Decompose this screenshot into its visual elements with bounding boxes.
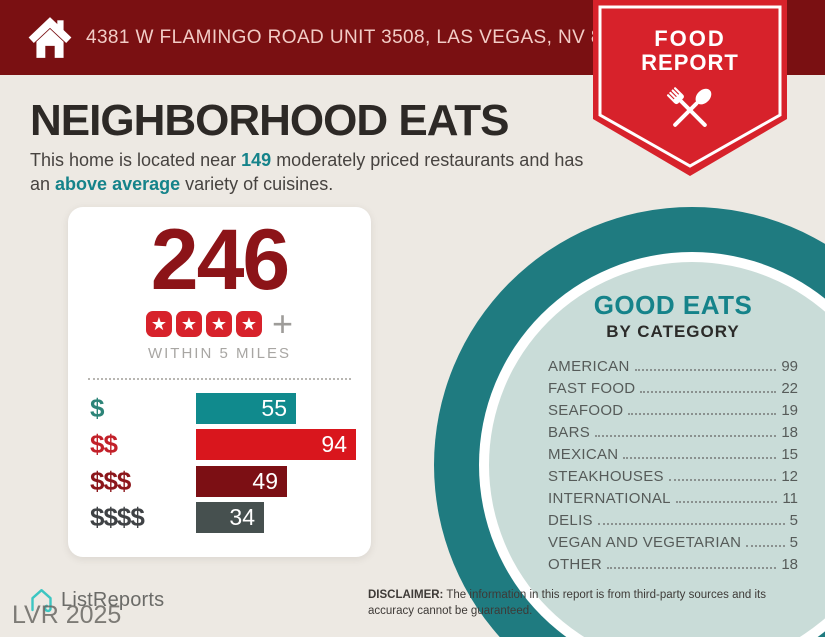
category-value: 11 <box>782 490 798 507</box>
listreports-logo: ListReports <box>28 587 164 614</box>
star-icon: ★ <box>175 311 202 337</box>
list-item: STEAKHOUSES 12 <box>548 468 798 490</box>
list-item: INTERNATIONAL 11 <box>548 490 798 512</box>
category-value: 99 <box>781 358 798 375</box>
total-restaurant-count: 246 <box>150 212 291 308</box>
category-label: DELIS <box>548 512 593 529</box>
category-value: 15 <box>781 446 798 463</box>
price-bar-row: $$$$ 34 <box>68 502 371 533</box>
crossed-spoon-fork-icon <box>666 87 712 127</box>
badge-title-line2: REPORT <box>641 50 739 75</box>
restaurant-count-highlight: 149 <box>241 150 272 170</box>
list-item: OTHER 18 <box>548 556 798 578</box>
intro-text: This home is located near 149 moderately… <box>30 149 590 197</box>
category-value: 5 <box>789 534 798 551</box>
food-report-badge: FOOD REPORT <box>593 0 787 180</box>
category-label: SEAFOOD <box>548 402 624 419</box>
brand-name: ListReports <box>61 589 165 611</box>
price-tier-label: $ <box>90 393 105 423</box>
price-bar-row: $$ 94 <box>68 429 371 460</box>
circle-fill <box>489 262 825 637</box>
list-item: VEGAN AND VEGETARIAN 5 <box>548 534 798 556</box>
star-icon: ★ <box>235 311 262 337</box>
price-bar: 55 <box>196 393 296 424</box>
category-label: OTHER <box>548 556 602 573</box>
category-list: AMERICAN 99 FAST FOOD 22 SEAFOOD 19 BARS… <box>548 358 798 578</box>
listreports-house-icon <box>31 589 52 613</box>
dotted-leader <box>640 391 777 393</box>
radius-label: WITHIN 5 MILES <box>147 345 291 362</box>
good-eats-title: GOOD EATS <box>593 290 753 320</box>
category-value: 18 <box>781 556 798 573</box>
category-value: 18 <box>781 424 798 441</box>
dotted-leader <box>628 413 777 415</box>
price-tier-label: $$$$ <box>90 502 145 532</box>
good-eats-panel: GOOD EATS BY CATEGORY AMERICAN 99 FAST F… <box>548 290 798 578</box>
star-icon: ★ <box>205 311 232 337</box>
list-item: BARS 18 <box>548 424 798 446</box>
good-eats-subtitle: BY CATEGORY <box>606 322 740 341</box>
price-bar-row: $ 55 <box>68 393 371 424</box>
category-value: 19 <box>781 402 798 419</box>
category-label: VEGAN AND VEGETARIAN <box>548 534 742 551</box>
category-label: MEXICAN <box>548 446 619 463</box>
property-address: 4381 W FLAMINGO ROAD UNIT 3508, LAS VEGA… <box>86 26 646 48</box>
watermark: LVR 2025 <box>12 601 122 629</box>
disclaimer-text: DISCLAIMER: The information in this repo… <box>368 589 766 617</box>
price-bar: 49 <box>196 466 287 497</box>
intro-part2: moderately priced restaurants and has an <box>30 150 584 194</box>
price-bar-row: $$$ 49 <box>68 466 371 497</box>
list-item: DELIS 5 <box>548 512 798 534</box>
page-title: NEIGHBORHOOD EATS <box>30 96 509 145</box>
home-icon <box>28 17 72 58</box>
category-value: 5 <box>789 512 798 529</box>
disclaimer-label: DISCLAIMER: <box>368 589 444 601</box>
dotted-leader <box>623 457 777 459</box>
price-bar: 34 <box>196 502 264 533</box>
list-item: AMERICAN 99 <box>548 358 798 380</box>
category-label: BARS <box>548 424 591 441</box>
dotted-leader <box>595 435 777 437</box>
dotted-leader <box>746 545 785 547</box>
star-rating: ★ ★ ★ ★ + <box>68 303 371 344</box>
list-item: MEXICAN 15 <box>548 446 798 468</box>
price-tier-label: $$$ <box>90 466 131 496</box>
category-label: AMERICAN <box>548 358 630 375</box>
list-item: FAST FOOD 22 <box>548 380 798 402</box>
category-circle <box>434 207 825 637</box>
dotted-leader <box>634 369 777 371</box>
dotted-leader <box>675 501 778 503</box>
star-icon: ★ <box>145 311 172 337</box>
intro-part1: This home is located near <box>30 150 237 170</box>
category-label: INTERNATIONAL <box>548 490 671 507</box>
category-label: STEAKHOUSES <box>548 468 664 485</box>
category-value: 12 <box>781 468 798 485</box>
dotted-divider <box>88 378 351 380</box>
variety-highlight: above average <box>55 173 181 194</box>
category-label: FAST FOOD <box>548 380 636 397</box>
category-value: 22 <box>781 380 798 397</box>
plus-icon: + <box>271 303 294 344</box>
intro-part3: variety of cuisines. <box>185 173 334 194</box>
badge-title-line1: FOOD <box>654 26 726 51</box>
price-bar: 94 <box>196 429 356 460</box>
list-item: SEAFOOD 19 <box>548 402 798 424</box>
circle-white-ring <box>479 252 825 637</box>
dotted-leader <box>597 523 785 525</box>
price-tier-label: $$ <box>90 429 118 459</box>
ribbon-shape <box>593 0 787 176</box>
dotted-leader <box>668 479 777 481</box>
dotted-leader <box>607 567 777 569</box>
restaurant-summary-card: 246 ★ ★ ★ ★ + WITHIN 5 MILES $ 55 $$ 94 … <box>68 207 371 557</box>
